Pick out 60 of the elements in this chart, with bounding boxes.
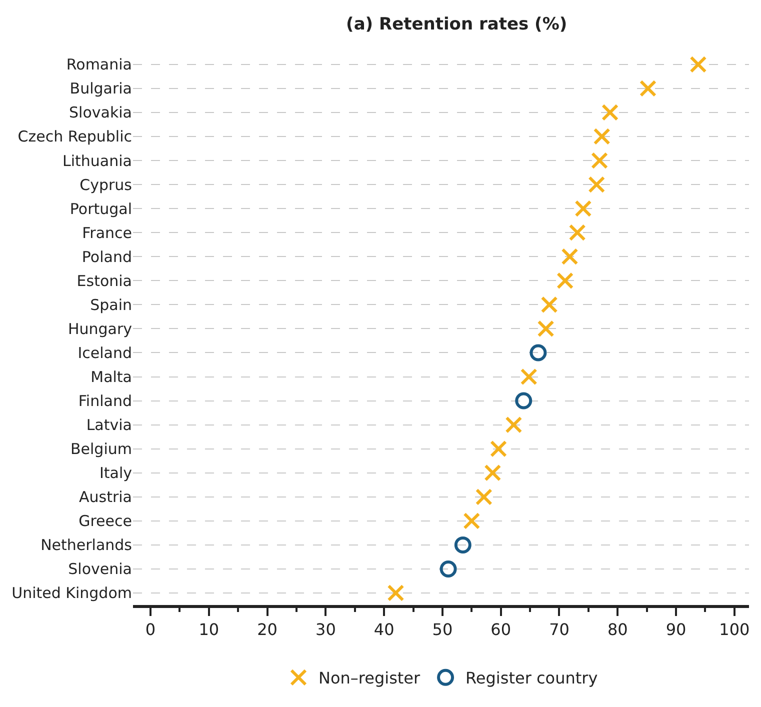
x-tick-label: 50 — [432, 620, 453, 640]
point — [602, 104, 619, 121]
point — [574, 200, 592, 218]
y-tick-label: United Kingdom — [12, 584, 132, 602]
y-tick-label: Italy — [99, 464, 132, 482]
x-tick-label: 10 — [198, 620, 220, 640]
x-tick-label: 90 — [666, 620, 686, 640]
y-tick-label: Slovakia — [69, 104, 132, 122]
y-tick-label: Latvia — [86, 416, 132, 434]
y-tick-label: Slovenia — [68, 560, 132, 578]
point — [561, 248, 578, 266]
y-tick-label: Spain — [90, 296, 132, 314]
y-tick-label: Czech Republic — [18, 128, 132, 146]
x-tick-label: 60 — [490, 620, 512, 640]
chart-title: (a) Retention rates (%) — [346, 14, 568, 35]
point — [690, 56, 707, 73]
point — [387, 584, 404, 602]
y-tick-label: Austria — [79, 488, 132, 506]
x-tick-label: 40 — [374, 620, 394, 640]
x-tick-label: 20 — [257, 620, 278, 640]
legend-label: Register country — [466, 668, 598, 688]
point — [454, 536, 472, 554]
y-tick-label: Hungary — [68, 320, 132, 338]
y-tick-label: Belgium — [70, 440, 132, 458]
point — [463, 512, 480, 530]
y-tick-label: Finland — [78, 392, 132, 410]
y-tick-label: Malta — [90, 368, 132, 386]
y-tick-label: Portugal — [70, 200, 132, 218]
point — [515, 392, 532, 410]
point — [530, 344, 547, 362]
point — [490, 440, 508, 458]
y-tick-label: Estonia — [76, 272, 132, 290]
legend-label: Non–register — [318, 668, 421, 688]
point — [540, 296, 558, 314]
y-tick-label: Iceland — [78, 344, 132, 362]
y-tick-label: Greece — [78, 512, 132, 530]
point — [593, 128, 610, 145]
point — [484, 464, 502, 482]
point — [591, 152, 608, 170]
x-tick-label: 70 — [549, 620, 570, 640]
y-tick-label: Romania — [66, 56, 132, 74]
point — [440, 560, 457, 578]
point — [588, 176, 606, 194]
y-tick-label: France — [82, 224, 132, 242]
y-tick-label: Cyprus — [80, 176, 132, 194]
y-tick-label: Poland — [82, 248, 132, 266]
y-tick-label: Netherlands — [40, 536, 132, 554]
x-tick-label: 80 — [607, 620, 628, 640]
point — [639, 80, 656, 97]
y-tick-label: Lithuania — [62, 152, 132, 170]
point — [568, 224, 586, 242]
x-tick-label: 100 — [719, 620, 750, 640]
point — [475, 488, 492, 506]
point — [505, 416, 522, 434]
point — [556, 272, 574, 290]
y-tick-label: Bulgaria — [70, 80, 132, 98]
point — [520, 368, 538, 386]
x-tick-label: 0 — [145, 620, 156, 640]
x-tick-label: 30 — [316, 620, 336, 640]
point — [537, 320, 554, 338]
